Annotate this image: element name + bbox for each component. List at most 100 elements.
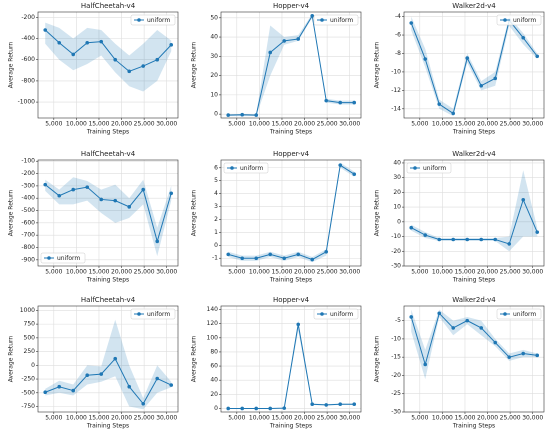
y-tick-label: 100 — [207, 334, 219, 341]
y-tick-label: -700 — [21, 232, 35, 239]
x-axis-label: Training Steps — [86, 129, 129, 136]
y-tick-label: 50 — [210, 14, 218, 21]
y-axis-label: Average Return — [191, 190, 198, 237]
y-tick-label: 30 — [210, 53, 218, 60]
marker — [155, 376, 160, 381]
y-tick-label: -600 — [21, 219, 35, 226]
x-tick-label: 10,000 — [249, 121, 270, 128]
marker — [324, 98, 329, 103]
marker — [437, 237, 442, 242]
marker — [324, 403, 329, 407]
y-tick-label: -8 — [395, 50, 401, 57]
marker — [254, 256, 259, 261]
marker — [85, 40, 90, 45]
marker — [226, 406, 231, 411]
y-tick-label: 120 — [207, 320, 219, 327]
plot-frame — [37, 159, 179, 267]
marker — [409, 225, 414, 230]
chart-title: Hopper-v4 — [273, 2, 310, 10]
y-tick-label: 750 — [24, 321, 36, 328]
y-tick-label: 20 — [210, 72, 218, 79]
marker — [282, 39, 287, 43]
marker — [338, 100, 343, 105]
marker — [296, 37, 301, 41]
x-tick-label: 25,000 — [317, 269, 338, 276]
marker — [465, 318, 470, 323]
marker — [437, 311, 442, 316]
y-tick-label: 500 — [24, 334, 36, 341]
legend-label: uniform — [330, 17, 353, 24]
y-tick-label: 2 — [214, 216, 218, 223]
marker — [141, 187, 146, 192]
marker — [535, 54, 540, 59]
marker — [169, 43, 174, 47]
chart-title: Walker2d-v4 — [452, 2, 496, 10]
marker — [423, 233, 428, 237]
plot-frame — [403, 305, 545, 413]
x-axis-label: Training Steps — [86, 423, 129, 430]
y-tick-label: -1000 — [18, 99, 36, 106]
y-tick-label: 10 — [393, 204, 401, 211]
legend-marker — [413, 166, 417, 170]
confidence-band — [228, 13, 355, 117]
legend-label: uniform — [147, 17, 170, 24]
x-tick-label: 20,000 — [294, 415, 315, 422]
marker — [226, 252, 231, 257]
marker — [437, 102, 442, 106]
y-tick-label: -20 — [391, 372, 401, 379]
marker — [141, 64, 146, 68]
legend-label: uniform — [423, 165, 446, 172]
marker — [493, 340, 498, 345]
marker — [127, 69, 132, 74]
confidence-band — [45, 22, 172, 92]
x-tick-label: 20,000 — [477, 269, 498, 276]
marker — [169, 383, 174, 387]
marker — [479, 83, 484, 88]
x-tick-label: 20,000 — [477, 415, 498, 422]
x-axis-label: Training Steps — [86, 277, 129, 284]
y-tick-label: 6 — [214, 164, 218, 171]
chart-title: Walker2d-v4 — [452, 150, 496, 158]
marker — [226, 113, 231, 117]
marker — [99, 372, 104, 376]
legend-box — [223, 162, 269, 174]
marker — [310, 257, 315, 262]
line — [45, 357, 172, 405]
marker — [451, 237, 456, 242]
x-tick-label: 15,000 — [88, 269, 109, 276]
y-tick-label: -200 — [21, 14, 35, 21]
x-tick-label: 5,000 — [228, 415, 245, 422]
y-tick-label: -1 — [212, 255, 218, 262]
marker — [310, 14, 315, 18]
marker — [465, 237, 470, 242]
marker — [268, 406, 273, 411]
marker — [521, 36, 526, 40]
y-axis-label: Average Return — [8, 190, 15, 237]
x-tick-label: 5,000 — [411, 415, 428, 422]
subplot: HalfCheetah-v4 5,000 10,000 15,000 20,000 25,… — [8, 296, 179, 430]
y-tick-label: -600 — [21, 56, 35, 63]
y-tick-label: -10 — [391, 233, 401, 240]
legend-box — [130, 308, 176, 320]
line — [228, 14, 355, 116]
x-tick-label: 5,000 — [411, 121, 428, 128]
marker — [423, 57, 428, 61]
y-tick-label: -30 — [391, 409, 401, 416]
marker — [71, 187, 76, 192]
y-tick-label: -15 — [391, 354, 401, 361]
subplot: Hopper-v45,000 10,000 15,000 20,000 25,000 30… — [191, 2, 362, 136]
marker — [479, 326, 484, 330]
x-tick-label: 5,000 — [411, 269, 428, 276]
line — [44, 184, 172, 244]
line — [410, 312, 538, 367]
x-tick-label: 30,000 — [522, 269, 543, 276]
x-axis-label: Training Steps — [269, 277, 312, 284]
y-tick-label: 0 — [214, 405, 218, 412]
subplot: Walker2d-v4 5,000 10,000 15,000 20,000 25,000… — [374, 296, 545, 430]
plot-frame — [403, 11, 545, 119]
x-tick-label: 5,000 — [228, 121, 245, 128]
x-tick-label: 20,000 — [294, 269, 315, 276]
x-tick-label: 30,000 — [339, 415, 360, 422]
legend-label: uniform — [513, 311, 536, 318]
x-tick-label: 30,000 — [156, 269, 177, 276]
